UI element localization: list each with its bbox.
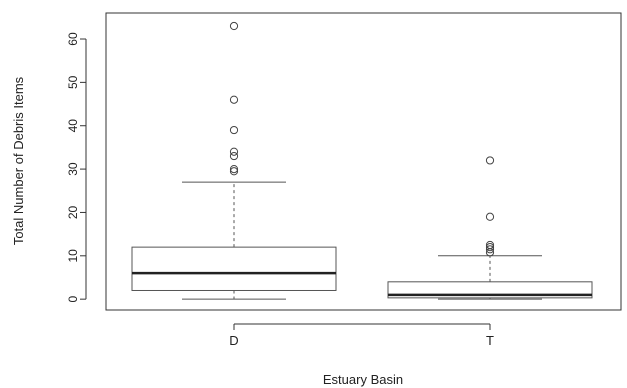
y-tick-label: 40 xyxy=(66,119,80,133)
x-axis-label: Estuary Basin xyxy=(323,372,403,387)
outlier-point xyxy=(229,147,239,156)
y-axis-label: Total Number of Debris Items xyxy=(11,76,26,245)
x-tick-label: T xyxy=(486,333,494,348)
y-tick-label: 0 xyxy=(66,296,80,303)
outlier-point xyxy=(229,167,239,176)
outlier-point xyxy=(485,240,495,250)
outlier-point xyxy=(485,243,495,252)
outlier-point xyxy=(485,156,495,165)
box-D xyxy=(131,21,337,300)
y-tick-label: 10 xyxy=(66,249,80,263)
y-tick-label: 50 xyxy=(66,75,80,89)
iqr-box xyxy=(131,246,337,291)
outlier-point xyxy=(229,164,239,174)
box-T xyxy=(387,156,593,300)
y-tick-label: 20 xyxy=(66,205,80,219)
outlier-point xyxy=(229,95,239,104)
outlier-point xyxy=(485,212,495,221)
boxes xyxy=(131,21,593,300)
outlier-point xyxy=(229,151,239,161)
x-tick-label: D xyxy=(229,333,238,348)
plot-frame xyxy=(105,12,622,311)
outlier-point xyxy=(229,125,239,135)
y-tick-label: 30 xyxy=(66,162,80,176)
y-axis: 0 10 20 30 40 50 60 xyxy=(66,32,87,303)
outlier-point xyxy=(229,21,239,31)
y-tick-label: 60 xyxy=(66,32,80,46)
outlier-point xyxy=(485,245,495,254)
